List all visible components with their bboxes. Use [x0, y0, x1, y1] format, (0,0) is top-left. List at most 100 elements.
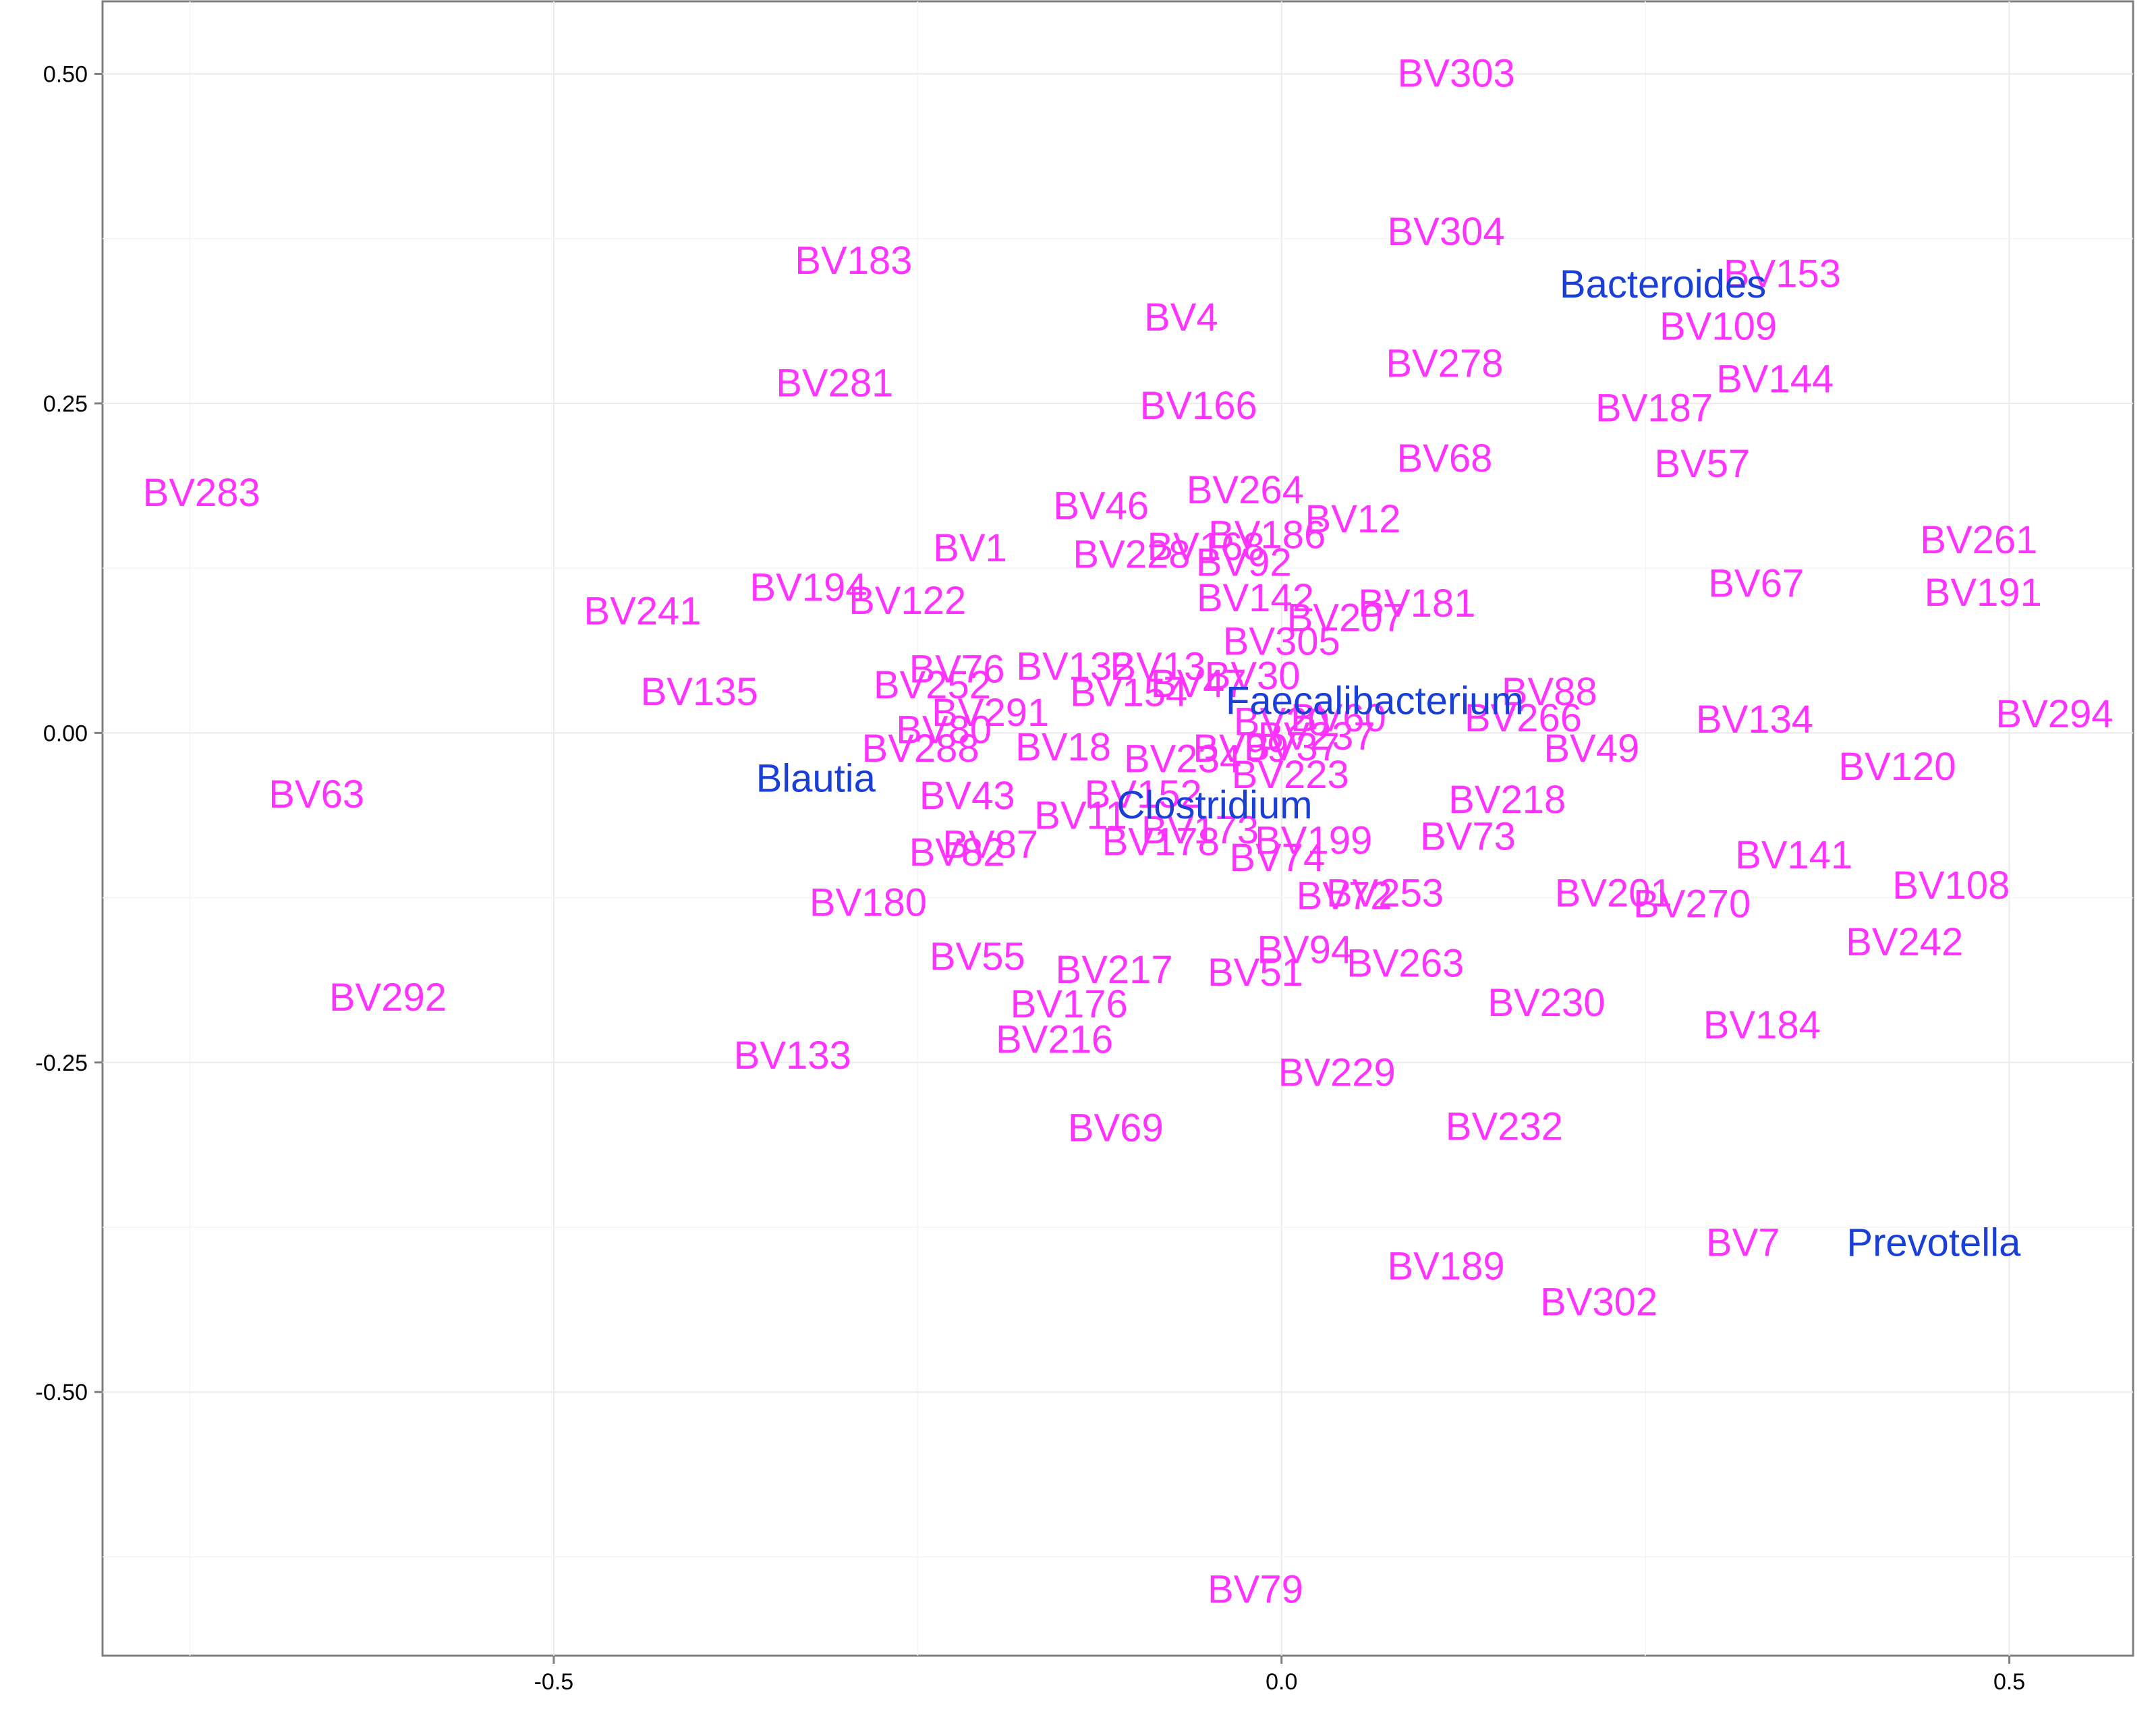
point-label: BV153 — [1724, 252, 1841, 296]
axis-ticks: -0.5 0.0 0.5 0.50 0.25 0.00 -0.25 -0.50 — [36, 61, 2026, 1695]
point-label: BV252 — [874, 663, 991, 707]
point-label: BV51 — [1208, 951, 1303, 994]
point-label: BV55 — [930, 934, 1025, 978]
y-tick-label: 0.25 — [43, 391, 88, 417]
point-label: BV166 — [1140, 384, 1257, 428]
x-tick-label: -0.5 — [534, 1669, 574, 1695]
point-label: BV292 — [329, 976, 447, 1019]
point-label: BV283 — [143, 471, 260, 515]
y-tick-label: -0.25 — [36, 1050, 88, 1076]
point-label: BV199 — [1255, 819, 1372, 863]
point-label: BV173 — [1141, 808, 1259, 852]
point-label: BV229 — [1278, 1050, 1396, 1094]
point-label: BV92 — [1196, 540, 1292, 584]
point-label: BV133 — [734, 1034, 851, 1077]
point-label: BV94 — [1257, 928, 1353, 972]
point-label: BV4 — [1144, 296, 1218, 339]
point-label: BV263 — [1346, 941, 1464, 985]
point-label: BV207 — [1287, 596, 1405, 640]
point-label: BV154 — [1070, 671, 1187, 715]
taxon-label: Prevotella — [1846, 1221, 2021, 1264]
point-label: BV73 — [1420, 815, 1516, 859]
point-label: BV261 — [1920, 518, 2037, 562]
point-label: BV223 — [1232, 753, 1349, 797]
point-label: BV218 — [1448, 778, 1566, 822]
point-label: BV57 — [1654, 442, 1750, 486]
point-label: BV180 — [810, 880, 927, 924]
point-label: BV7 — [1706, 1221, 1780, 1264]
point-label: BV67 — [1708, 562, 1804, 606]
y-tick-label: -0.50 — [36, 1380, 88, 1405]
point-label: BV264 — [1187, 468, 1304, 512]
point-label: BV135 — [641, 670, 758, 714]
point-label: BV278 — [1386, 341, 1503, 385]
grid-lines — [103, 1, 2133, 1656]
point-label: BV234 — [1124, 737, 1241, 781]
point-label: BV168 — [1147, 525, 1264, 569]
point-label: BV253 — [1326, 872, 1444, 916]
point-label: BV69 — [1068, 1106, 1164, 1150]
taxon-label: Bacteroides — [1560, 262, 1766, 306]
point-label: BV134 — [1696, 698, 1813, 741]
point-label: BV242 — [1846, 920, 1963, 964]
point-label: BV194 — [749, 565, 867, 609]
point-label: BV108 — [1892, 864, 2010, 907]
point-label: BV241 — [584, 590, 701, 634]
point-label: BV142 — [1197, 576, 1314, 620]
point-label: BV12 — [1305, 497, 1401, 541]
point-label: BV13 — [1110, 645, 1205, 689]
point-label: BV181 — [1358, 582, 1475, 625]
point-label: BV72 — [1297, 874, 1392, 918]
point-label: BV18 — [1015, 725, 1111, 769]
point-label: BV47 — [1151, 662, 1247, 706]
taxon-label: Clostridium — [1116, 783, 1312, 827]
point-labels: BV303 BV304 BV183 BV153 BV4 BV109 BV144 BV281 BV… — [143, 51, 2114, 1611]
x-tick-label: 0.0 — [1266, 1669, 1297, 1695]
x-tick-label: 0.5 — [1993, 1669, 2025, 1695]
point-label: BV144 — [1716, 358, 1834, 401]
point-label: BV294 — [1995, 692, 2113, 736]
point-label: BV43 — [919, 774, 1015, 818]
point-label: BV189 — [1387, 1245, 1504, 1289]
point-label: BV178 — [1102, 820, 1220, 864]
point-label: BV79 — [1208, 1567, 1303, 1611]
point-label: BV176 — [1011, 982, 1128, 1026]
point-label: BV132 — [1016, 645, 1133, 689]
point-label: BV266 — [1465, 696, 1582, 740]
point-label: BV232 — [1446, 1105, 1563, 1149]
taxon-label: Faecalibacterium — [1226, 679, 1524, 723]
point-label: BV120 — [1838, 745, 1956, 789]
point-label: BV60 — [1290, 696, 1386, 740]
point-label: BV46 — [1053, 484, 1149, 528]
point-label: BV11 — [1034, 793, 1127, 837]
point-label: BV87 — [942, 822, 1038, 866]
point-label: BV201 — [1555, 872, 1672, 916]
point-label: BV230 — [1487, 981, 1605, 1025]
point-label: BV68 — [1396, 437, 1492, 480]
point-label: BV109 — [1659, 305, 1777, 349]
plot-panel — [101, 0, 2134, 1657]
point-label: BV82 — [909, 831, 1005, 874]
point-label: BV270 — [1633, 882, 1751, 926]
point-label: BV88 — [1502, 670, 1597, 714]
point-label: BV76 — [909, 648, 1005, 692]
point-label: BV63 — [268, 773, 364, 816]
point-label: BV302 — [1540, 1280, 1657, 1324]
point-label: BV291 — [932, 691, 1049, 735]
point-label: BV228 — [1073, 533, 1190, 577]
point-label: BV281 — [776, 362, 893, 405]
point-label: BV152 — [1085, 773, 1202, 816]
point-label: BV237 — [1257, 714, 1375, 758]
point-label: BV30 — [1205, 654, 1301, 698]
point-label: BV216 — [996, 1018, 1113, 1062]
point-label: BV183 — [795, 239, 912, 283]
point-label: BV187 — [1595, 387, 1713, 430]
taxon-label: Blautia — [756, 757, 876, 801]
point-label: BV288 — [862, 727, 980, 770]
y-tick-label: 0.00 — [43, 721, 88, 746]
point-label: BV186 — [1208, 513, 1326, 557]
point-label: BV74 — [1229, 836, 1325, 880]
point-label: BV305 — [1223, 620, 1340, 664]
point-label: BV80 — [896, 708, 992, 752]
